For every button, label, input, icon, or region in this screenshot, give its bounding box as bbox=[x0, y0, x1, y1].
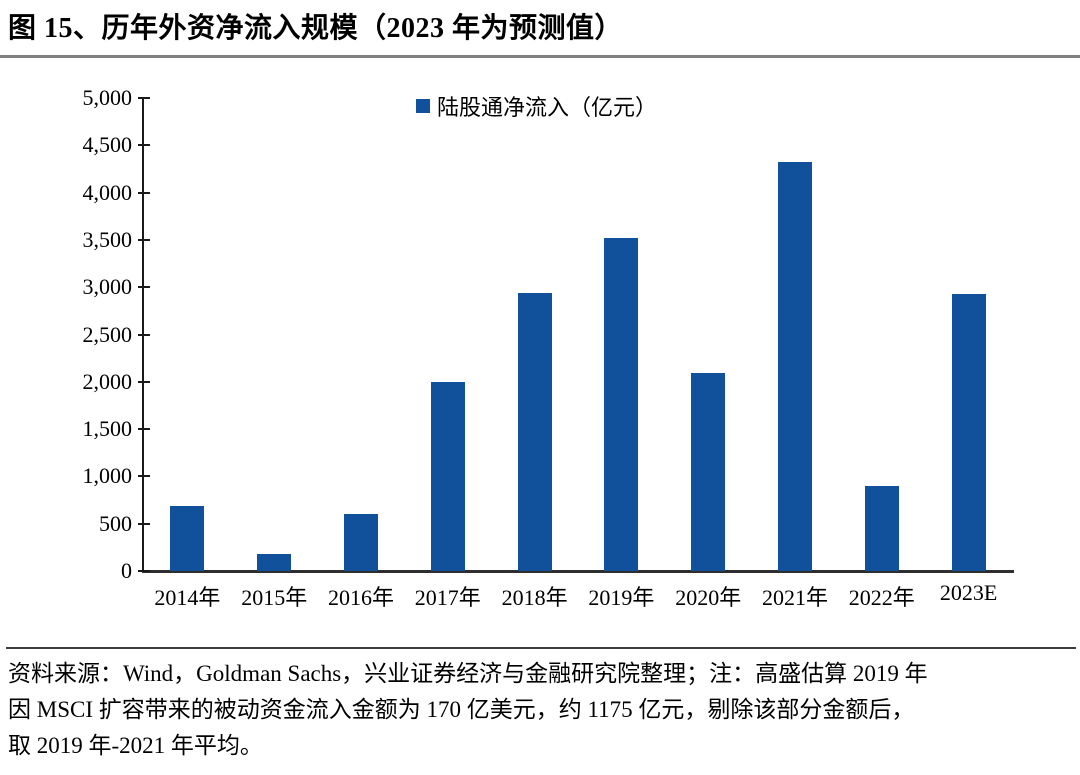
legend-label: 陆股通净流入（亿元） bbox=[437, 95, 658, 120]
y-tick-label: 4,500 bbox=[82, 132, 133, 158]
y-tick-mark bbox=[138, 522, 150, 525]
bar-2019年 bbox=[604, 238, 639, 571]
footer-divider bbox=[6, 647, 1076, 649]
source-line-1: 资料来源：Wind，Goldman Sachs，兴业证券经济与金融研究院整理；注… bbox=[8, 661, 928, 686]
header-divider bbox=[0, 55, 1080, 58]
y-tick-label: 1,000 bbox=[82, 463, 133, 489]
bar-2021年 bbox=[778, 162, 812, 571]
y-tick-label: 3,000 bbox=[82, 274, 133, 300]
y-tick-label: 2,000 bbox=[82, 368, 133, 394]
x-tick-label: 2019年 bbox=[588, 585, 655, 610]
y-tick-label: 5,000 bbox=[82, 85, 133, 110]
y-tick-mark bbox=[138, 144, 150, 147]
bar-2016年 bbox=[344, 513, 378, 571]
x-tick-label: 2016年 bbox=[327, 585, 394, 610]
x-tick-label: 2022年 bbox=[848, 585, 915, 610]
y-tick-mark bbox=[138, 333, 150, 336]
y-tick-label: 1,500 bbox=[82, 416, 133, 442]
y-tick-label: 4,000 bbox=[82, 179, 133, 205]
x-axis-line bbox=[142, 570, 1014, 573]
y-axis-labels: 5,000 4,500 4,000 3,500 3,000 2,500 2,000 1,500… bbox=[0, 85, 133, 583]
x-tick-label: 2017年 bbox=[414, 585, 481, 610]
x-tick-label: 2018年 bbox=[501, 585, 568, 610]
x-tick-label: 2014年 bbox=[154, 585, 221, 610]
source-note: 资料来源：Wind，Goldman Sachs，兴业证券经济与金融研究院整理；注… bbox=[8, 656, 1072, 764]
chart-legend: 陆股通净流入（亿元） bbox=[416, 90, 657, 122]
plot-area bbox=[138, 97, 1012, 572]
y-tick-label: 2,500 bbox=[82, 321, 133, 347]
x-tick-label: 2021年 bbox=[761, 585, 828, 610]
y-tick-mark bbox=[138, 97, 150, 99]
bar-2020年 bbox=[691, 373, 726, 571]
legend-square-icon bbox=[416, 99, 430, 113]
bar-2023E bbox=[951, 294, 986, 571]
y-tick-mark bbox=[138, 286, 150, 289]
x-tick-label: 2015年 bbox=[241, 585, 308, 610]
figure-title: 图 15、历年外资净流入规模（2023 年为预测值） bbox=[8, 13, 624, 44]
x-axis-labels: 2014年 2015年 2016年 2017年 2018年 2019年 2020年 2021年… bbox=[144, 580, 1012, 612]
y-tick-mark bbox=[138, 475, 150, 478]
bar-2022年 bbox=[864, 485, 899, 571]
bar-2014年 bbox=[170, 506, 205, 571]
y-tick-label: 500 bbox=[99, 510, 132, 536]
y-tick-label: 3,500 bbox=[82, 226, 133, 252]
x-tick-label: 2023E bbox=[939, 580, 998, 605]
y-tick-label: 0 bbox=[121, 558, 132, 583]
y-tick-mark bbox=[138, 570, 150, 572]
source-line-3: 取 2019 年-2021 年平均。 bbox=[8, 733, 263, 758]
y-tick-mark bbox=[138, 238, 150, 241]
bar-2018年 bbox=[517, 292, 552, 571]
bar-2017年 bbox=[430, 382, 465, 571]
y-tick-mark bbox=[138, 428, 150, 431]
source-line-2: 因 MSCI 扩容带来的被动资金流入金额为 170 亿美元，约 1175 亿元，… bbox=[8, 697, 915, 722]
bar-2015年 bbox=[257, 553, 292, 571]
x-tick-label: 2020年 bbox=[675, 585, 742, 610]
y-tick-mark bbox=[138, 380, 150, 383]
y-tick-mark bbox=[138, 191, 150, 194]
